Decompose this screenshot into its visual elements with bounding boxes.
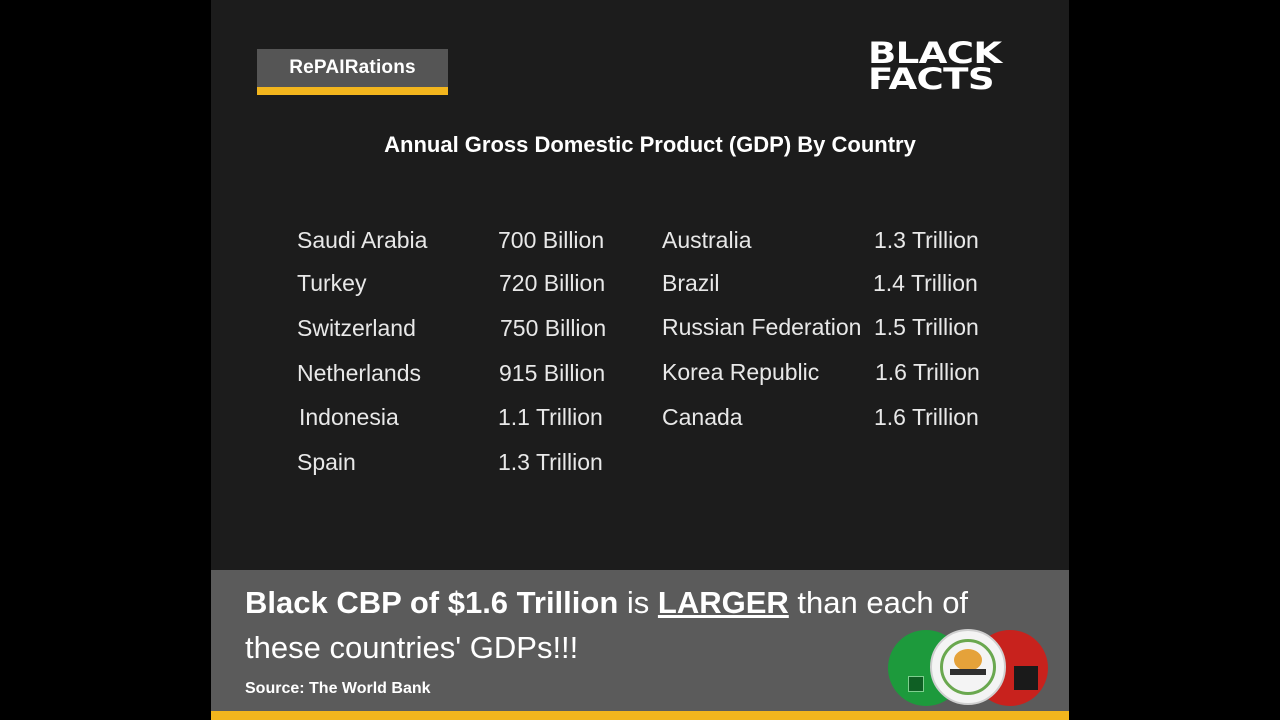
country-name: Korea Republic — [662, 359, 820, 385]
country-name: Turkey — [297, 270, 367, 296]
accent-bar — [211, 711, 1069, 720]
country-name: Switzerland — [297, 315, 416, 341]
gdp-value: 1.4 Trillion — [873, 270, 978, 296]
black-facts-logo: BLACK FACTS — [868, 36, 1069, 96]
country-name: Saudi Arabia — [297, 227, 428, 253]
gdp-value: 915 Billion — [499, 360, 606, 386]
claim-rest: than each of these countries' GDPs!!! — [245, 585, 969, 665]
country-name: Spain — [297, 449, 356, 475]
claim-bold: Black CBP of $1.6 Trillion — [245, 585, 619, 620]
logo-line-2: FACTS — [868, 62, 995, 96]
repairations-seal-icon — [930, 629, 1006, 705]
claim-text: Black CBP of $1.6 Trillion is LARGER tha… — [245, 580, 1025, 670]
claim-is: is — [618, 585, 658, 620]
seal-banner-icon — [950, 669, 986, 675]
gdp-value: 1.3 Trillion — [874, 227, 979, 253]
brand-label: RePAIRations — [289, 57, 416, 78]
gdp-value: 1.3 Trillion — [498, 449, 603, 475]
country-name: Russian Federation — [662, 314, 862, 340]
slide: RePAIRations BLACK FACTS Annual Gross Do… — [211, 0, 1069, 720]
country-name: Netherlands — [297, 360, 422, 386]
country-name: Canada — [662, 404, 743, 430]
seal-center-icon — [954, 649, 982, 671]
gdp-value: 720 Billion — [499, 270, 606, 296]
gdp-value: 700 Billion — [498, 227, 605, 253]
country-name: Australia — [662, 227, 752, 253]
gdp-value: 1.1 Trillion — [498, 404, 603, 430]
country-name: Indonesia — [299, 404, 399, 430]
logo-line-1: BLACK — [868, 36, 1002, 70]
source-credit: Source: The World Bank — [245, 680, 431, 697]
partner-logos — [888, 629, 1050, 707]
country-name: Brazil — [662, 270, 720, 296]
claim-emphasis: LARGER — [657, 585, 789, 620]
page-title: Annual Gross Domestic Product (GDP) By C… — [384, 132, 916, 157]
seal-ring-icon — [940, 639, 996, 695]
small-square-icon — [908, 676, 924, 692]
brand-badge: RePAIRations — [257, 49, 448, 95]
gdp-value: 750 Billion — [500, 315, 607, 341]
gdp-value: 1.5 Trillion — [874, 314, 979, 340]
dark-square-icon — [1014, 666, 1038, 690]
gdp-value: 1.6 Trillion — [875, 359, 980, 385]
gdp-value: 1.6 Trillion — [874, 404, 979, 430]
